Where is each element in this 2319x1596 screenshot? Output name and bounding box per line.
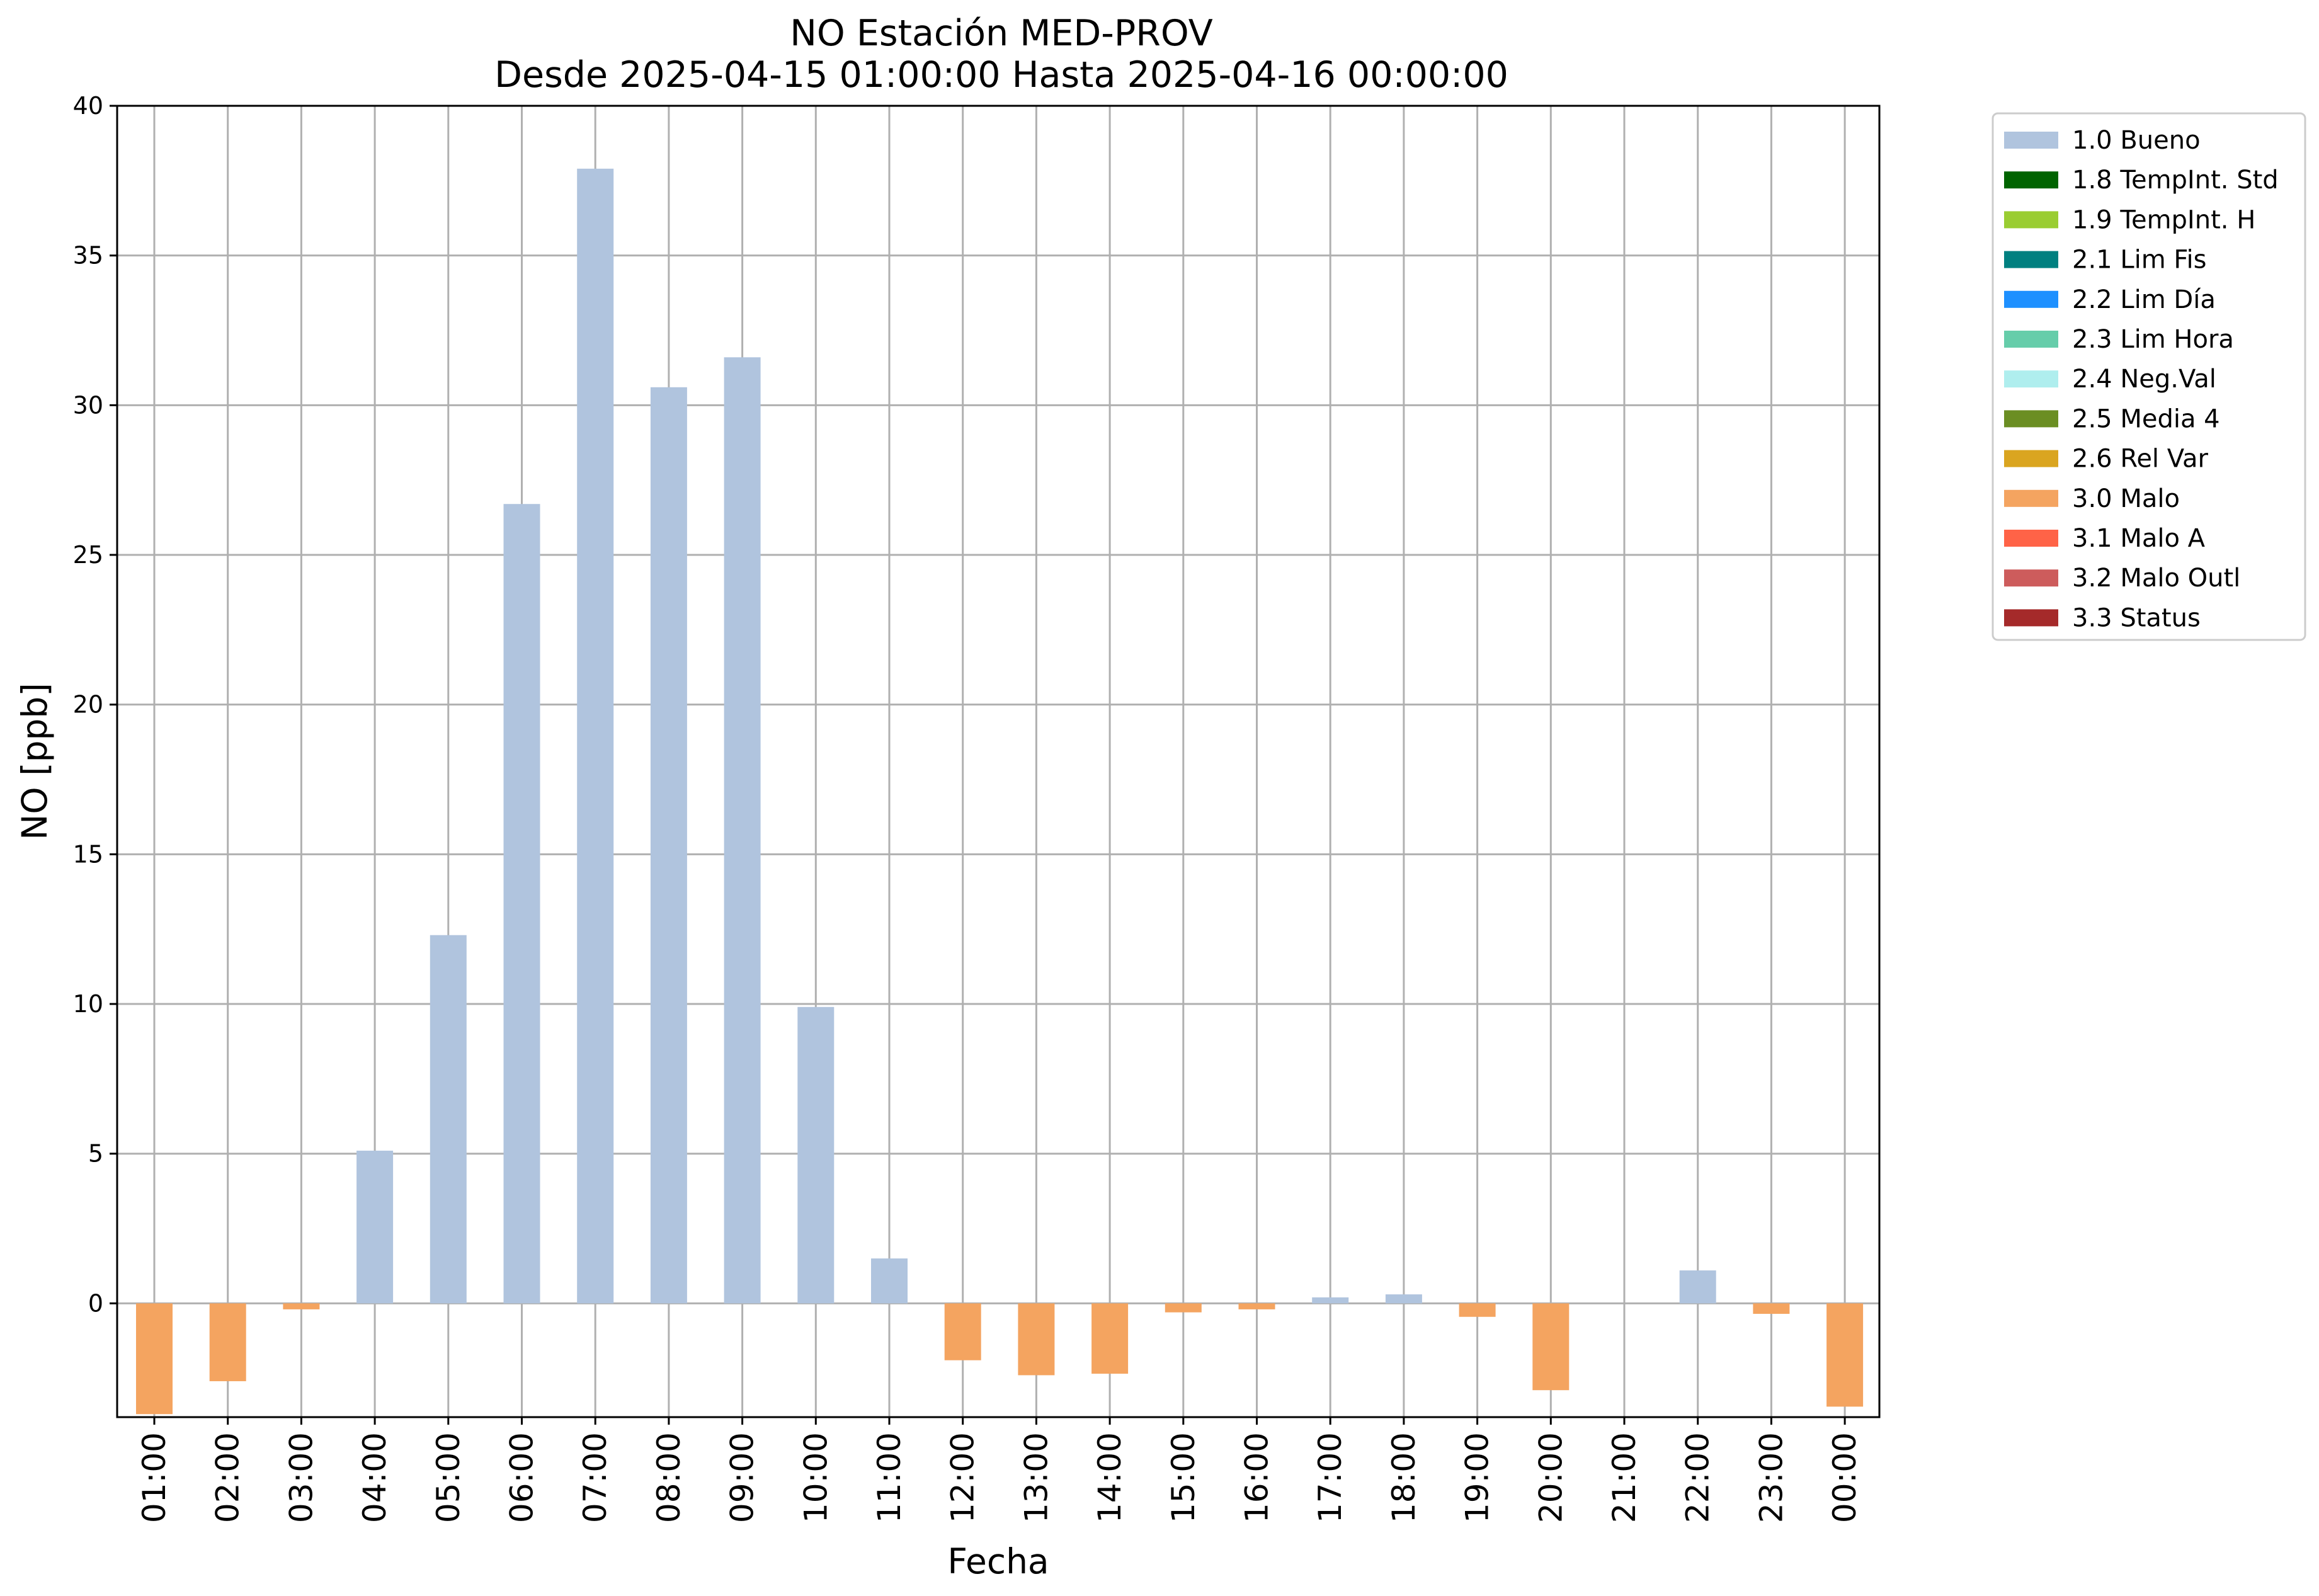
legend-label: 3.0 Malo [2072, 484, 2180, 513]
bars [136, 168, 1864, 1415]
x-tick-label: 05:00 [430, 1432, 467, 1523]
plot-frame [116, 105, 1881, 1418]
bar [1532, 1303, 1570, 1391]
x-tick-label: 19:00 [1459, 1432, 1496, 1523]
x-tick-label: 15:00 [1165, 1432, 1202, 1523]
x-tick-label: 00:00 [1826, 1432, 1863, 1523]
x-tick-label: 22:00 [1680, 1432, 1716, 1523]
y-tick-label: 35 [73, 242, 103, 270]
legend-label: 3.1 Malo A [2072, 524, 2206, 553]
bar [1091, 1303, 1129, 1374]
y-tick-label: 10 [73, 990, 103, 1018]
legend-frame [1991, 112, 2306, 641]
legend-swatch [2004, 410, 2058, 428]
bar [209, 1303, 246, 1381]
bar [283, 1303, 320, 1309]
legend-swatch [2004, 569, 2058, 587]
y-tick-label: 20 [73, 691, 103, 719]
bar [797, 1006, 835, 1304]
bar [1459, 1303, 1496, 1317]
bar [1679, 1270, 1716, 1304]
chart-subtitle: Desde 2025-04-15 01:00:00 Hasta 2025-04-… [494, 54, 1508, 96]
bar [1753, 1303, 1790, 1314]
x-tick-label: 06:00 [504, 1432, 540, 1523]
y-tick-label: 15 [73, 840, 103, 868]
x-tick-label: 20:00 [1532, 1432, 1569, 1523]
bar [503, 504, 540, 1304]
legend-swatch [2004, 370, 2058, 388]
x-tick-label: 23:00 [1753, 1432, 1789, 1523]
legend-swatch [2004, 489, 2058, 507]
bar [1165, 1303, 1202, 1313]
legend-label: 2.6 Rel Var [2072, 445, 2209, 474]
x-tick-label: 17:00 [1312, 1432, 1348, 1523]
y-tick-label: 5 [88, 1140, 103, 1168]
x-tick-label: 01:00 [136, 1432, 173, 1523]
x-tick-label: 21:00 [1606, 1432, 1643, 1523]
x-tick-label: 02:00 [210, 1432, 246, 1523]
y-tick-label: 40 [73, 92, 103, 120]
legend-swatch [2004, 290, 2058, 308]
bar [650, 387, 687, 1304]
x-tick-label: 09:00 [724, 1432, 761, 1523]
legend-label: 1.9 TempInt. H [2072, 205, 2255, 234]
legend-swatch [2004, 450, 2058, 467]
legend-swatch [2004, 251, 2058, 268]
x-tick-label: 12:00 [945, 1432, 981, 1523]
legend-label: 2.5 Media 4 [2072, 404, 2220, 433]
legend-label: 2.2 Lim Día [2072, 285, 2216, 314]
bar [1826, 1303, 1864, 1407]
legend-swatch [2004, 331, 2058, 348]
x-tick-label: 07:00 [577, 1432, 613, 1523]
y-tick-label: 0 [88, 1289, 103, 1317]
legend-swatch [2004, 132, 2058, 149]
x-tick-label: 18:00 [1386, 1432, 1422, 1523]
y-axis-ticks: 0 5 10 15 20 25 30 35 40 [73, 92, 117, 1317]
x-tick-label: 13:00 [1018, 1432, 1054, 1523]
legend-swatch [2004, 530, 2058, 547]
y-tick-label: 25 [73, 541, 103, 569]
legend: 1.0 Bueno 1.8 TempInt. Std 1.9 TempInt. H 2… [1991, 112, 2306, 641]
legend-label: 2.1 Lim Fis [2072, 246, 2206, 275]
bar [1312, 1297, 1349, 1304]
legend-label: 3.2 Malo Outl [2072, 564, 2240, 593]
x-tick-label: 11:00 [871, 1432, 908, 1523]
bar [1238, 1303, 1275, 1309]
x-tick-label: 14:00 [1091, 1432, 1128, 1523]
bar [577, 168, 614, 1304]
legend-label: 1.0 Bueno [2072, 126, 2201, 155]
bar [430, 935, 467, 1304]
x-tick-label: 03:00 [283, 1432, 319, 1523]
bar [944, 1303, 981, 1360]
bar [136, 1303, 173, 1415]
legend-label: 2.3 Lim Hora [2072, 325, 2234, 354]
legend-label: 1.8 TempInt. Std [2072, 166, 2279, 195]
x-axis-ticks: 01:00 02:00 03:00 04:00 05:00 06:00 07:00 08:00… [136, 1417, 1863, 1523]
bar [724, 357, 761, 1304]
legend-label: 2.4 Neg.Val [2072, 365, 2216, 394]
y-axis-label: NO [ppb] [14, 683, 55, 840]
legend-swatch [2004, 609, 2058, 627]
legend-swatch [2004, 171, 2058, 189]
x-tick-label: 04:00 [356, 1432, 393, 1523]
x-axis-label: Fecha [947, 1541, 1049, 1582]
x-tick-label: 08:00 [651, 1432, 687, 1523]
bar [1018, 1303, 1055, 1376]
bar [1385, 1294, 1422, 1304]
chart-title: NO Estación MED-PROV [790, 13, 1212, 54]
bar [871, 1258, 908, 1304]
x-tick-label: 10:00 [797, 1432, 834, 1523]
legend-label: 3.3 Status [2072, 603, 2201, 632]
x-tick-label: 16:00 [1239, 1432, 1275, 1523]
legend-swatch [2004, 211, 2058, 229]
y-tick-label: 30 [73, 391, 103, 419]
bar [356, 1150, 394, 1304]
